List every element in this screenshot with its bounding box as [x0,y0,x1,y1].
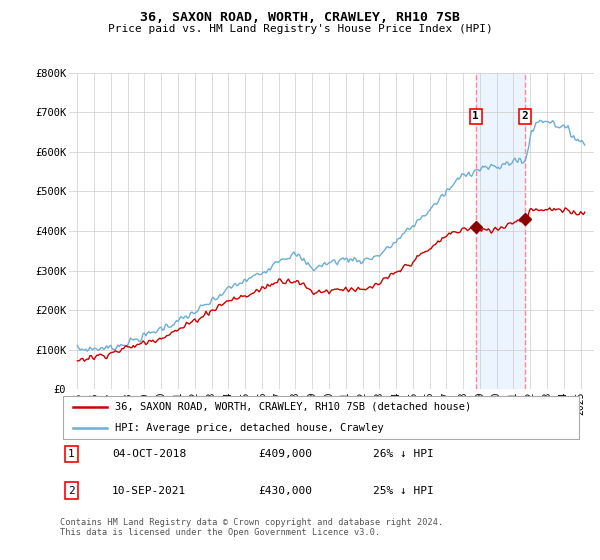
Text: 1: 1 [68,449,75,459]
Bar [476,73,525,389]
Text: 04-OCT-2018: 04-OCT-2018 [112,449,187,459]
Text: HPI: Average price, detached house, Crawley: HPI: Average price, detached house, Craw… [115,422,383,432]
Text: 36, SAXON ROAD, WORTH, CRAWLEY, RH10 7SB (detached house): 36, SAXON ROAD, WORTH, CRAWLEY, RH10 7SB… [115,402,471,412]
Text: 1: 1 [472,111,479,122]
Text: 25% ↓ HPI: 25% ↓ HPI [373,486,434,496]
Text: 26% ↓ HPI: 26% ↓ HPI [373,449,434,459]
Text: £430,000: £430,000 [259,486,313,496]
Text: £409,000: £409,000 [259,449,313,459]
Text: 10-SEP-2021: 10-SEP-2021 [112,486,187,496]
Text: 2: 2 [68,486,75,496]
FancyBboxPatch shape [62,396,580,438]
Text: 2: 2 [521,111,528,122]
Text: Price paid vs. HM Land Registry's House Price Index (HPI): Price paid vs. HM Land Registry's House … [107,24,493,34]
Text: Contains HM Land Registry data © Crown copyright and database right 2024.
This d: Contains HM Land Registry data © Crown c… [60,518,443,538]
Text: 36, SAXON ROAD, WORTH, CRAWLEY, RH10 7SB: 36, SAXON ROAD, WORTH, CRAWLEY, RH10 7SB [140,11,460,24]
